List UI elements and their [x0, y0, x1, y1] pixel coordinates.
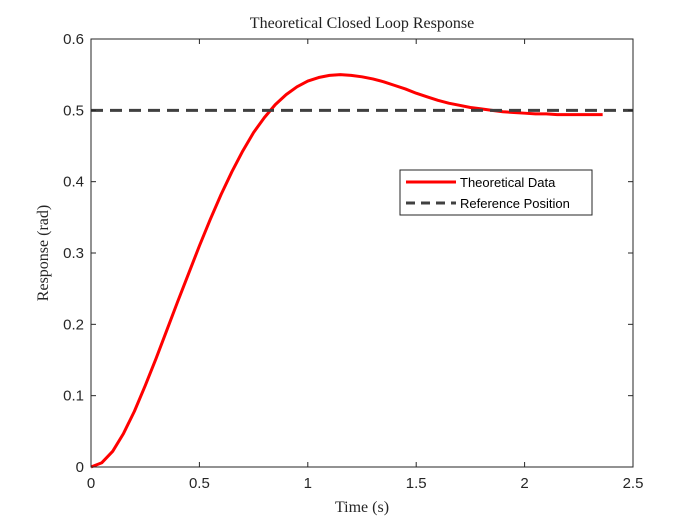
y-axis-label: Response (rad): [35, 205, 52, 301]
legend-label-theoretical: Theoretical Data: [460, 175, 556, 190]
chart-title: Theoretical Closed Loop Response: [250, 15, 474, 32]
y-tick-label: 0: [76, 459, 84, 476]
y-tick-label: 0.6: [63, 31, 84, 48]
plot-area: [90, 73, 633, 469]
x-tick-label: 0.5: [189, 475, 210, 492]
y-tick-label: 0.3: [63, 245, 84, 262]
y-tick-label: 0.4: [63, 174, 84, 191]
legend-label-reference: Reference Position: [460, 196, 570, 211]
y-tick-label: 0.1: [63, 388, 84, 405]
legend: Theoretical Data Reference Position: [399, 169, 593, 216]
y-tick-label: 0.2: [63, 316, 84, 333]
axes-box: [90, 38, 634, 468]
x-tick-label: 1: [304, 475, 312, 492]
legend-box: [399, 169, 593, 216]
y-tick-label: 0.5: [63, 102, 84, 119]
x-axis-label: Time (s): [335, 499, 389, 516]
x-tick-label: 1.5: [406, 475, 427, 492]
x-tick-label: 2: [520, 475, 528, 492]
series-line-theoretical: [90, 73, 603, 469]
x-tick-label: 0: [87, 475, 95, 492]
x-tick-label: 2.5: [623, 475, 644, 492]
axis-ticks: 0 0.5 1 1.5 2 2.5 0 0.1 0.2 0.3 0.4 0.5 0.6: [63, 31, 643, 492]
